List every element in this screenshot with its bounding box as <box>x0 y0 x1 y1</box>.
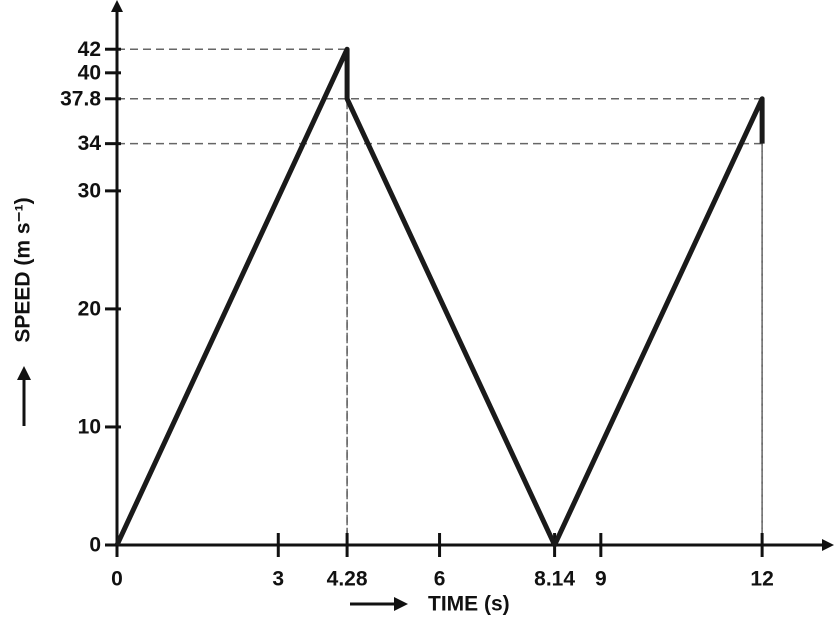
x-tick-label: 9 <box>595 568 607 591</box>
x-tick-label: 0 <box>111 568 123 591</box>
x-tick-label: 3 <box>272 568 284 591</box>
y-axis-label: SPEED (m s⁻¹) <box>12 197 35 342</box>
y-tick-label: 0 <box>89 534 101 557</box>
y-tick-label: 20 <box>78 297 101 320</box>
speed-line <box>114 46 765 548</box>
y-tick-label: 42 <box>78 38 101 61</box>
x-axis-arrow <box>822 539 834 551</box>
x-tick-label: 12 <box>750 568 773 591</box>
y-tick-label: 30 <box>78 179 101 202</box>
x-axis-label: TIME (s) <box>428 593 510 616</box>
y-axis-arrow <box>111 0 123 12</box>
y-tick-label: 10 <box>78 416 101 439</box>
y-tick-label: 34 <box>78 132 102 155</box>
x-tick-label: 8.14 <box>534 568 575 591</box>
y-label-arrowhead <box>17 366 31 380</box>
x-tick-label: 6 <box>434 568 446 591</box>
y-tick-label: 40 <box>78 61 101 84</box>
x-label-arrowhead <box>394 597 408 611</box>
y-tick-label: 37.8 <box>60 87 101 110</box>
x-tick-label: 4.28 <box>327 568 368 591</box>
